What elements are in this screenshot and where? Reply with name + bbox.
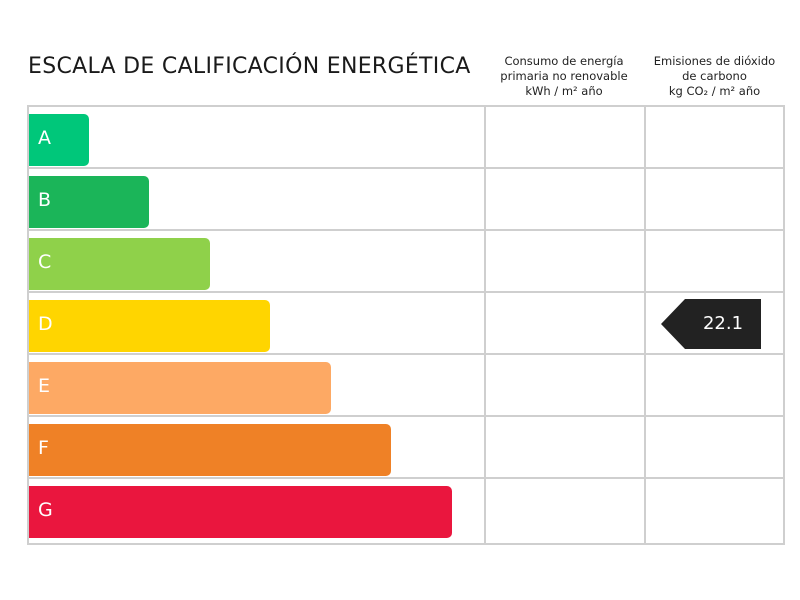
emissions-header-line1: Emisiones de dióxido: [653, 54, 776, 68]
rating-letter: D: [38, 313, 53, 335]
rating-letter: B: [38, 189, 52, 211]
rating-bar-g: G: [29, 486, 452, 538]
column-divider: [484, 107, 486, 543]
emissions-rating-indicator: 22.1: [661, 299, 761, 349]
rating-row-f: F: [29, 417, 783, 479]
consumption-column-header: Consumo de energía primaria no renovable…: [484, 54, 644, 99]
column-divider: [644, 107, 646, 543]
rating-row-g: G: [29, 479, 783, 541]
emissions-header-unit: kg CO₂ / m² año: [668, 84, 761, 98]
emissions-header-line2: de carbono: [682, 69, 747, 83]
consumption-header-line2: primaria no renovable: [500, 69, 628, 83]
rating-letter: F: [38, 437, 49, 459]
rating-row-a: A: [29, 107, 783, 169]
rating-row-b: B: [29, 169, 783, 231]
rating-row-d: D 22.1: [29, 293, 783, 355]
rating-letter: E: [38, 375, 51, 397]
emissions-column-header: Emisiones de dióxido de carbono kg CO₂ /…: [644, 54, 785, 99]
rating-bar-d: D: [29, 300, 270, 352]
emissions-cell: 22.1: [646, 293, 783, 353]
rating-bar-c: C: [29, 238, 210, 290]
rating-bar-a: A: [29, 114, 89, 166]
rating-bar-b: B: [29, 176, 149, 228]
rating-bar-e: E: [29, 362, 331, 414]
rating-bar-f: F: [29, 424, 391, 476]
rating-letter: G: [38, 499, 53, 521]
emissions-value: 22.1: [702, 313, 744, 334]
arrow-pointer-icon: [661, 299, 761, 349]
rating-row-e: E: [29, 355, 783, 417]
rating-table: A B C D 22.1 E F G: [27, 105, 785, 545]
consumption-header-unit: kWh / m² año: [525, 84, 603, 98]
rating-letter: A: [38, 127, 51, 149]
rating-letter: C: [38, 251, 52, 273]
consumption-header-line1: Consumo de energía: [504, 54, 624, 68]
page-title: ESCALA DE CALIFICACIÓN ENERGÉTICA: [28, 54, 471, 79]
rating-row-c: C: [29, 231, 783, 293]
